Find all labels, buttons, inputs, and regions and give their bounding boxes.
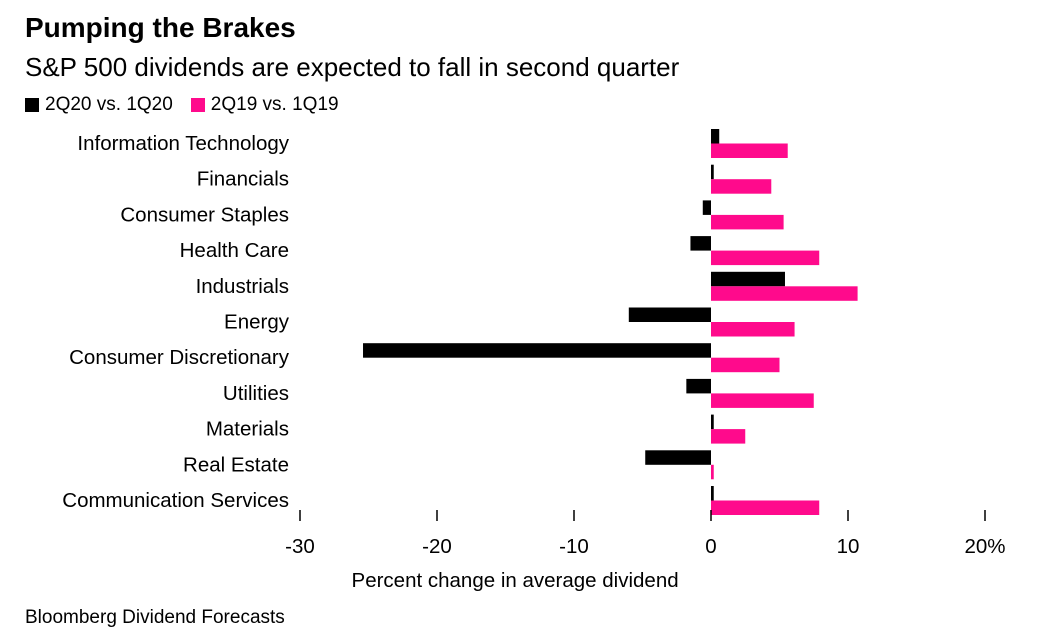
x-tick-label-1: -20 — [422, 535, 452, 558]
category-label-consumer-staples: Consumer Staples — [120, 203, 289, 226]
chart-title: Pumping the Brakes — [25, 12, 296, 43]
legend-label-2q19: 2Q19 vs. 1Q19 — [210, 94, 339, 115]
x-tick-label-4: 10 — [837, 535, 860, 558]
legend: 2Q20 vs. 1Q20 2Q19 vs. 1Q19 — [25, 94, 357, 116]
bar-2q20-health-care — [690, 236, 711, 251]
bar-2q19-health-care — [711, 250, 820, 266]
x-tick-label-2: -10 — [559, 535, 589, 558]
x-tick-label-3: 0 — [705, 535, 716, 558]
source-note: Bloomberg Dividend Forecasts — [25, 607, 285, 628]
bar-2q20-industrials — [711, 271, 785, 287]
bar-2q19-consumer-staples — [711, 214, 784, 230]
x-tick-label-5: 20% — [964, 535, 1005, 558]
category-label-industrials: Industrials — [196, 275, 289, 298]
bar-2q19-consumer-discretionary — [711, 357, 780, 373]
legend-item-2q20: 2Q20 vs. 1Q20 — [25, 94, 173, 116]
bar-2q19-materials — [711, 429, 746, 444]
category-label-information-technology: Information Technology — [77, 132, 289, 155]
category-label-real-estate: Real Estate — [183, 453, 289, 476]
bar-2q19-industrials — [711, 286, 858, 301]
bar-2q20-utilities — [686, 378, 711, 394]
legend-swatch-2q19 — [190, 98, 205, 112]
category-label-utilities: Utilities — [223, 382, 289, 405]
bar-2q19-energy — [711, 322, 795, 337]
legend-swatch-2q20 — [25, 98, 39, 112]
bar-2q19-utilities — [711, 393, 814, 408]
bar-2q20-consumer-staples — [702, 200, 711, 215]
category-label-materials: Materials — [206, 418, 289, 441]
chart-subtitle: S&P 500 dividends are expected to fall i… — [25, 52, 680, 82]
bar-2q19-communication-services — [711, 500, 820, 515]
bar-2q20-real-estate — [645, 450, 711, 465]
bar-2q19-real-estate — [711, 464, 714, 480]
bar-2q20-energy — [628, 307, 711, 322]
bar-2q20-information-technology — [711, 129, 720, 144]
category-label-financials: Financials — [197, 168, 289, 191]
bar-2q19-financials — [711, 179, 772, 194]
bar-2q20-communication-services — [711, 486, 714, 501]
category-label-consumer-discretionary: Consumer Discretionary — [69, 346, 290, 369]
x-tick-label-0: -30 — [285, 535, 315, 558]
legend-item-2q19: 2Q19 vs. 1Q19 — [190, 94, 339, 116]
bar-2q20-consumer-discretionary — [363, 343, 711, 358]
bar-2q20-materials — [711, 414, 714, 430]
bar-2q20-financials — [711, 164, 714, 180]
category-label-communication-services: Communication Services — [62, 489, 289, 512]
x-axis-label: Percent change in average dividend — [352, 569, 679, 592]
bar-chart: Information Technology Financials Consumer… — [62, 129, 1006, 592]
bar-2q19-information-technology — [711, 143, 788, 158]
category-label-energy: Energy — [224, 311, 290, 334]
category-label-health-care: Health Care — [180, 239, 289, 262]
legend-label-2q20: 2Q20 vs. 1Q20 — [45, 94, 173, 115]
